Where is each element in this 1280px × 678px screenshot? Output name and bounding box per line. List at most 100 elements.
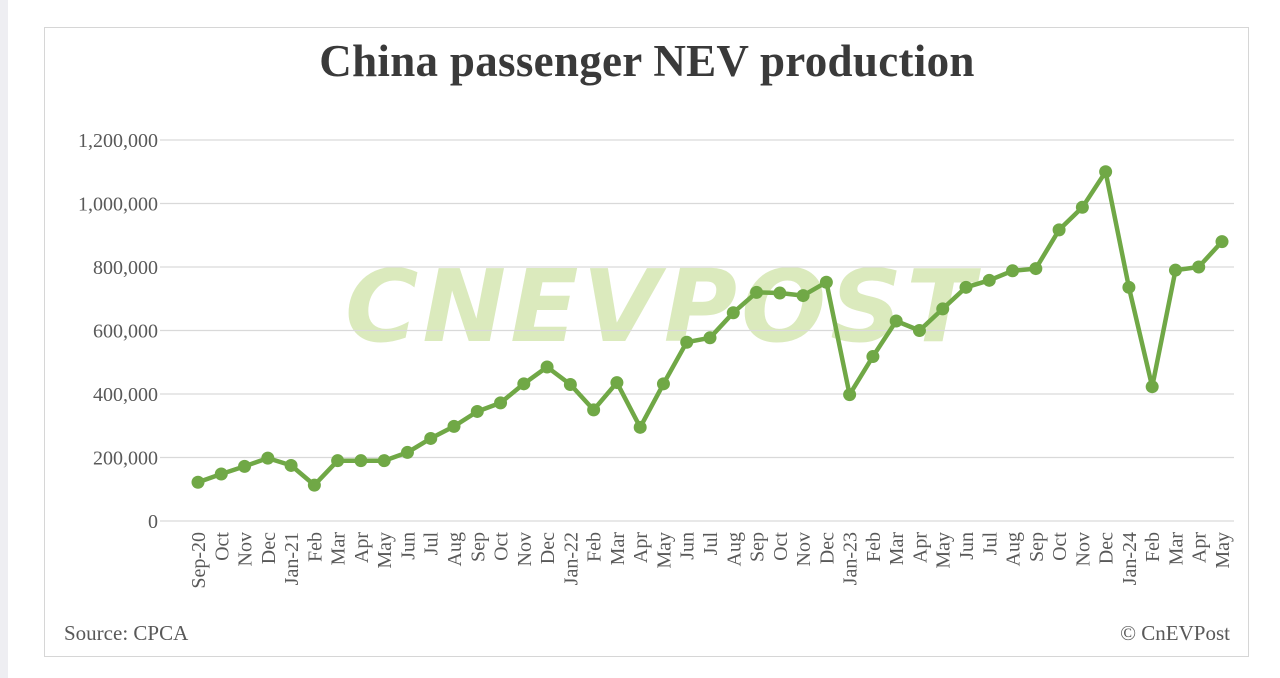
x-tick-label: Dec	[258, 532, 280, 564]
data-point	[633, 420, 647, 434]
y-tick-label: 800,000	[93, 257, 158, 279]
data-point	[866, 350, 880, 364]
series-layer	[191, 165, 1229, 492]
page-edge	[0, 0, 8, 678]
data-point	[214, 467, 228, 481]
x-tick-label: Apr	[351, 532, 373, 563]
x-tick-label: May	[374, 532, 396, 569]
data-point	[1052, 223, 1066, 237]
data-point	[377, 454, 391, 468]
x-tick-label: Nov	[1072, 532, 1094, 566]
x-tick-label: Feb	[863, 532, 885, 562]
data-point	[587, 403, 601, 417]
x-tick-label: Jan-23	[840, 532, 862, 585]
data-point	[959, 280, 973, 294]
data-point	[1122, 280, 1136, 294]
data-point	[726, 306, 740, 320]
y-tick-label: 200,000	[93, 448, 158, 470]
x-tick-label: Aug	[1003, 532, 1025, 566]
data-point	[889, 314, 903, 328]
y-tick-label: 1,000,000	[78, 194, 158, 216]
x-tick-label: Nov	[793, 532, 815, 566]
x-tick-label: Mar	[886, 532, 908, 566]
x-tick-label: Oct	[491, 532, 513, 561]
data-point	[912, 324, 926, 337]
x-tick-label: Nov	[514, 532, 536, 566]
x-tick-label: May	[1212, 532, 1234, 569]
chart-frame	[44, 27, 1249, 657]
data-point	[1006, 264, 1020, 278]
x-tick-label: Oct	[211, 532, 233, 561]
data-point	[470, 404, 484, 418]
data-point	[331, 454, 345, 468]
y-tick-label: 400,000	[93, 384, 158, 406]
x-axis-ticks: Sep-20 Oct Nov Dec Jan-21 Feb Mar Apr May Jun Jul A…	[188, 532, 1234, 589]
data-point	[936, 302, 950, 316]
copyright-note: © CnEVPost	[1120, 621, 1230, 645]
x-tick-label: Sep	[1026, 532, 1048, 562]
x-tick-label: Jun	[677, 532, 699, 560]
x-tick-label: May	[653, 532, 675, 569]
data-point	[796, 289, 810, 303]
data-point	[191, 475, 205, 489]
data-point	[750, 285, 764, 299]
data-point	[354, 454, 368, 468]
data-point	[656, 377, 670, 391]
x-tick-label: Dec	[537, 532, 559, 564]
x-tick-label: Mar	[328, 532, 350, 566]
data-point	[843, 388, 857, 402]
x-tick-label: Jul	[700, 532, 722, 556]
data-point	[1215, 235, 1229, 249]
x-tick-label: Sep-20	[188, 532, 210, 589]
data-point	[773, 286, 787, 300]
chart-title: China passenger NEV production	[319, 36, 975, 86]
x-tick-label: Sep	[747, 532, 769, 562]
data-point	[284, 458, 298, 472]
x-tick-label: Aug	[444, 532, 466, 566]
x-tick-label: Jul	[421, 532, 443, 556]
x-tick-label: Jul	[979, 532, 1001, 556]
data-point	[238, 459, 252, 473]
x-tick-label: Feb	[304, 532, 326, 562]
data-point	[494, 396, 508, 410]
data-point	[261, 451, 275, 465]
x-tick-label: Aug	[723, 532, 745, 566]
data-point	[563, 377, 577, 391]
gridlines	[160, 139, 1234, 522]
x-tick-label: Jan-22	[560, 532, 582, 585]
data-point	[1192, 260, 1206, 274]
series-line	[195, 169, 1225, 488]
data-point	[680, 335, 694, 349]
y-axis-ticks: 0 200,000 400,000 600,000 800,000 1,000,000 1,…	[78, 130, 158, 533]
x-tick-label: Feb	[1142, 532, 1164, 562]
data-point	[400, 445, 414, 459]
data-point	[1168, 263, 1182, 277]
x-tick-label: Apr	[1189, 532, 1211, 563]
data-point	[1099, 165, 1113, 179]
x-tick-label: Feb	[584, 532, 606, 562]
data-point	[307, 478, 321, 492]
x-tick-label: Apr	[909, 532, 931, 563]
x-tick-label: Mar	[1165, 532, 1187, 566]
x-tick-label: Mar	[607, 532, 629, 566]
x-tick-label: Oct	[1049, 532, 1071, 561]
data-point	[819, 275, 833, 289]
x-tick-label: Jan-24	[1119, 532, 1141, 585]
data-point	[703, 331, 717, 345]
y-tick-label: 0	[148, 511, 158, 533]
x-tick-label: Oct	[770, 532, 792, 561]
data-point	[1075, 200, 1089, 214]
data-point	[1029, 262, 1043, 276]
x-tick-label: Sep	[467, 532, 489, 562]
source-note: Source: CPCA	[64, 621, 189, 645]
data-point	[982, 273, 996, 287]
x-tick-label: Jan-21	[281, 532, 303, 585]
x-tick-label: May	[933, 532, 955, 569]
data-point	[517, 377, 531, 391]
x-tick-label: Apr	[630, 532, 652, 563]
data-point	[540, 360, 554, 374]
x-tick-label: Dec	[1096, 532, 1118, 564]
x-tick-label: Jun	[397, 532, 419, 560]
data-point	[610, 376, 624, 390]
